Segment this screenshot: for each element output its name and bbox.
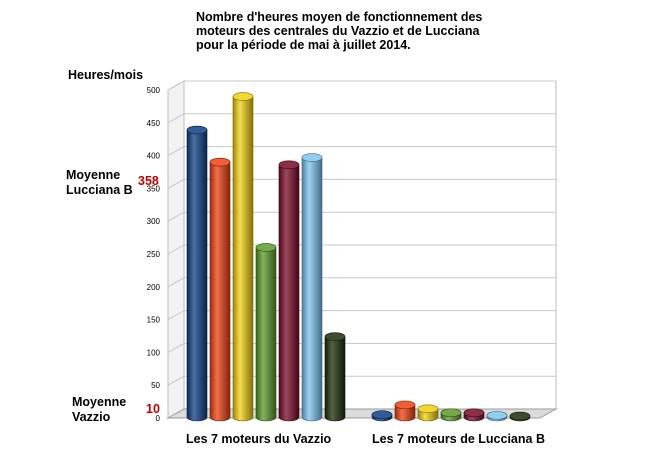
- gridline-150: [167, 310, 556, 321]
- x-category-label-lucciana: Les 7 moteurs de Lucciana B: [372, 432, 545, 446]
- bar-lucciana-moteur-3: [417, 404, 439, 422]
- annotation-lucciana-label: Moyenne Lucciana B: [66, 168, 133, 198]
- chart-gridlines: [167, 80, 556, 386]
- bar-lucciana-moteur-5: [463, 408, 485, 422]
- bar-top: [509, 411, 531, 421]
- chart-bars: [186, 92, 531, 422]
- bar-top: [209, 157, 231, 167]
- annotation-vazzio-label-line-2: Vazzio: [72, 410, 111, 424]
- y-tick-label-350: 350: [147, 184, 161, 193]
- bar-body: [301, 157, 323, 422]
- y-tick-label-500: 500: [147, 86, 161, 95]
- bar-lucciana-moteur-7: [509, 411, 531, 422]
- gridline-200: [167, 277, 556, 288]
- bar-vazzio-moteur-6: [301, 153, 323, 422]
- annotation-lucciana-label-line-2: Lucciana B: [66, 183, 133, 197]
- bar-lucciana-moteur-2: [394, 400, 416, 422]
- bar-body: [232, 96, 254, 422]
- gridline-250: [167, 244, 556, 255]
- bar-body: [278, 164, 300, 422]
- y-tick-label-0: 0: [156, 414, 161, 423]
- y-tick-label-400: 400: [147, 152, 161, 161]
- chart-title-line-1: Nombre d'heures moyen de fonctionnement …: [196, 10, 483, 24]
- annotation-vazzio-label: Moyenne Vazzio: [72, 395, 126, 425]
- bar-vazzio-moteur-7: [324, 332, 346, 422]
- bar-lucciana-moteur-1: [371, 410, 393, 422]
- bar-body: [209, 161, 231, 422]
- chart-title: Nombre d'heures moyen de fonctionnement …: [196, 10, 496, 52]
- bar-top: [417, 404, 439, 414]
- y-tick-label-450: 450: [147, 119, 161, 128]
- gridline-400: [167, 146, 556, 157]
- bar-top: [232, 92, 254, 101]
- bar-top: [255, 243, 277, 252]
- bar-lucciana-moteur-4: [440, 408, 462, 422]
- x-category-label-vazzio: Les 7 moteurs du Vazzio: [186, 432, 332, 446]
- bar-body: [186, 129, 208, 422]
- bar-top: [324, 332, 346, 341]
- bar-vazzio-moteur-2: [209, 157, 231, 422]
- annotation-lucciana-label-line-1: Moyenne: [66, 168, 121, 182]
- bar-body: [255, 247, 277, 422]
- gridline-300: [167, 211, 556, 222]
- y-tick-label-200: 200: [147, 283, 161, 292]
- y-tick-label-250: 250: [147, 250, 161, 259]
- gridline-350: [167, 178, 556, 189]
- annotation-vazzio-label-line-1: Moyenne: [72, 395, 127, 409]
- y-axis-ticks: 0 50 100 150 200 250 300 350 400 450 500: [147, 86, 161, 423]
- bar-vazzio-moteur-1: [186, 125, 208, 422]
- bar-top: [486, 411, 508, 420]
- bar-body: [394, 404, 416, 422]
- chart-title-line-2: moteurs des centrales du Vazzio et de Lu…: [196, 24, 480, 38]
- bar-vazzio-moteur-3: [232, 92, 254, 422]
- bar-lucciana-moteur-6: [486, 411, 508, 422]
- bar-vazzio-moteur-5: [278, 160, 300, 422]
- bar-top: [440, 408, 462, 418]
- y-tick-label-150: 150: [147, 316, 161, 325]
- bar-top: [186, 125, 208, 135]
- bar-top: [301, 153, 323, 162]
- bar-vazzio-moteur-4: [255, 243, 277, 422]
- bar-top: [278, 160, 300, 170]
- gridline-50: [167, 375, 556, 386]
- chart-title-line-3: pour la période de mai à juillet 2014.: [196, 38, 411, 52]
- bar-top: [371, 410, 393, 420]
- y-axis-label: Heures/mois: [68, 68, 144, 82]
- annotation-lucciana-value: 358: [138, 174, 159, 188]
- y-tick-label-300: 300: [147, 217, 161, 226]
- bar-top: [394, 400, 416, 410]
- annotation-vazzio-value: 10: [146, 402, 160, 416]
- gridline-450: [167, 113, 556, 124]
- y-tick-label-100: 100: [147, 348, 161, 357]
- bar-top: [463, 408, 485, 418]
- gridline-100: [167, 342, 556, 353]
- gridline-500: [167, 80, 556, 91]
- bar-body: [324, 336, 346, 422]
- y-tick-label-50: 50: [151, 381, 160, 390]
